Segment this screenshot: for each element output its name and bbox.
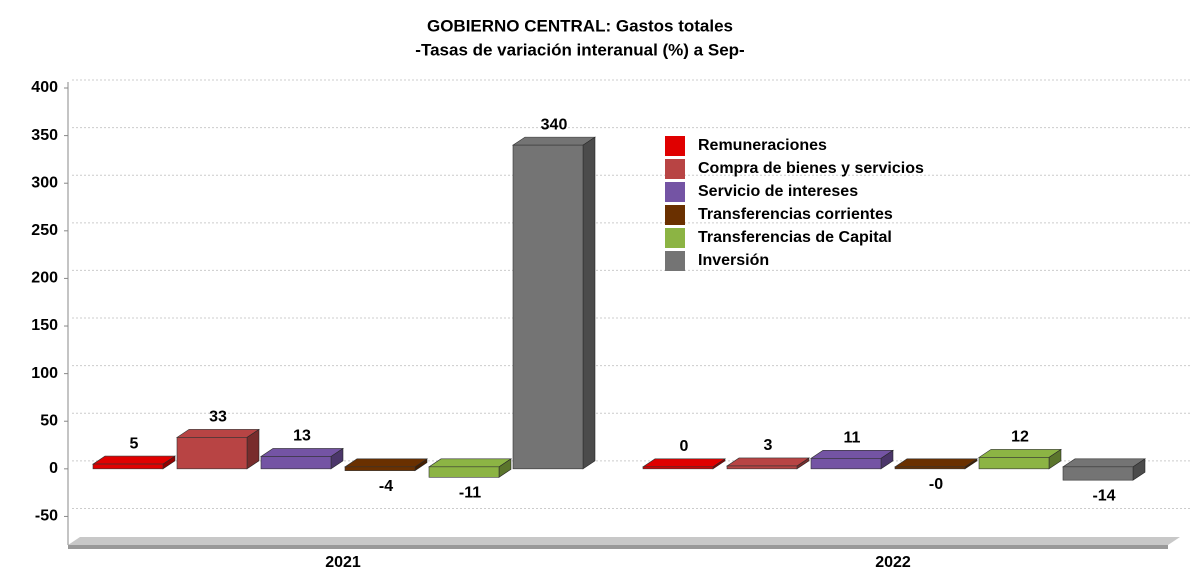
bar — [344, 466, 416, 471]
bar-side-shade — [965, 458, 977, 469]
legend-label: Inversión — [698, 252, 769, 269]
legend-swatch — [665, 205, 685, 225]
bar-side-shade — [713, 458, 725, 469]
bar-side-shade — [163, 456, 175, 469]
bar — [810, 458, 882, 470]
bar-side-shade — [415, 458, 427, 471]
bar-side-shade — [247, 429, 259, 469]
bar-top — [92, 455, 176, 465]
data-label: -14 — [1092, 487, 1115, 504]
y-tick-label: -50 — [35, 508, 58, 525]
bar-top — [176, 429, 260, 438]
legend-swatch — [665, 228, 685, 248]
bar-side-shade — [499, 458, 511, 478]
data-label: 3 — [764, 437, 773, 454]
data-label: 0 — [680, 438, 689, 455]
bar-top — [512, 136, 596, 146]
bar-side-shade — [331, 448, 343, 469]
y-tick-label: 0 — [49, 460, 58, 477]
y-tick-label: 100 — [31, 365, 58, 382]
data-label: -0 — [929, 476, 943, 493]
bar-side-shade — [1049, 449, 1061, 469]
bar — [428, 466, 500, 478]
bar-top — [810, 450, 894, 459]
bar-top — [1062, 458, 1146, 468]
y-tick-label: 150 — [31, 317, 58, 334]
floor-edge — [68, 545, 1168, 549]
data-label: 33 — [209, 409, 227, 426]
bar-top — [978, 449, 1062, 458]
data-label: 340 — [541, 116, 568, 133]
y-tick-label: 350 — [31, 127, 58, 144]
legend-label: Transferencias corrientes — [698, 206, 893, 223]
data-label: 5 — [130, 435, 139, 452]
data-label: -11 — [459, 485, 481, 502]
bar-top — [894, 458, 978, 468]
x-tick-label: 2021 — [325, 554, 361, 571]
bar-top — [642, 458, 726, 468]
bar — [894, 466, 966, 470]
bar-top — [428, 458, 512, 468]
bar-side-shade — [881, 450, 893, 469]
bar-top — [260, 448, 344, 457]
legend-label: Remuneraciones — [698, 137, 827, 154]
legend-swatch — [665, 136, 685, 156]
data-label: -4 — [379, 478, 393, 495]
floor — [68, 537, 1180, 545]
legend-swatch — [665, 159, 685, 179]
bar-top — [726, 457, 810, 467]
bar — [92, 463, 164, 470]
bar-side-shade — [797, 457, 809, 469]
y-tick-label: 200 — [31, 270, 58, 287]
chart-title: GOBIERNO CENTRAL: Gastos totales — [427, 16, 733, 35]
bar-top — [344, 458, 428, 468]
y-tick-label: 300 — [31, 174, 58, 191]
y-tick-label: 250 — [31, 222, 58, 239]
bar — [260, 456, 332, 470]
bar — [512, 144, 584, 470]
data-label: 13 — [293, 428, 311, 445]
legend-label: Servicio de intereses — [698, 183, 858, 200]
legend-label: Compra de bienes y servicios — [698, 160, 924, 177]
y-tick-label: 400 — [31, 79, 58, 96]
bar — [726, 465, 798, 470]
bar — [1062, 466, 1134, 481]
bar-side-shade — [583, 137, 595, 469]
chart-subtitle: -Tasas de variación interanual (%) a Sep… — [415, 40, 744, 59]
bar — [176, 437, 248, 470]
x-tick-label: 2022 — [875, 554, 911, 571]
y-tick-label: 50 — [40, 412, 58, 429]
data-label: 12 — [1011, 429, 1029, 446]
legend-label: Transferencias de Capital — [698, 229, 892, 246]
bar-side-shade — [1133, 458, 1145, 481]
data-label: 11 — [844, 430, 861, 447]
legend-swatch — [665, 182, 685, 202]
bar — [978, 457, 1050, 470]
bar — [642, 466, 714, 470]
legend-swatch — [665, 251, 685, 271]
